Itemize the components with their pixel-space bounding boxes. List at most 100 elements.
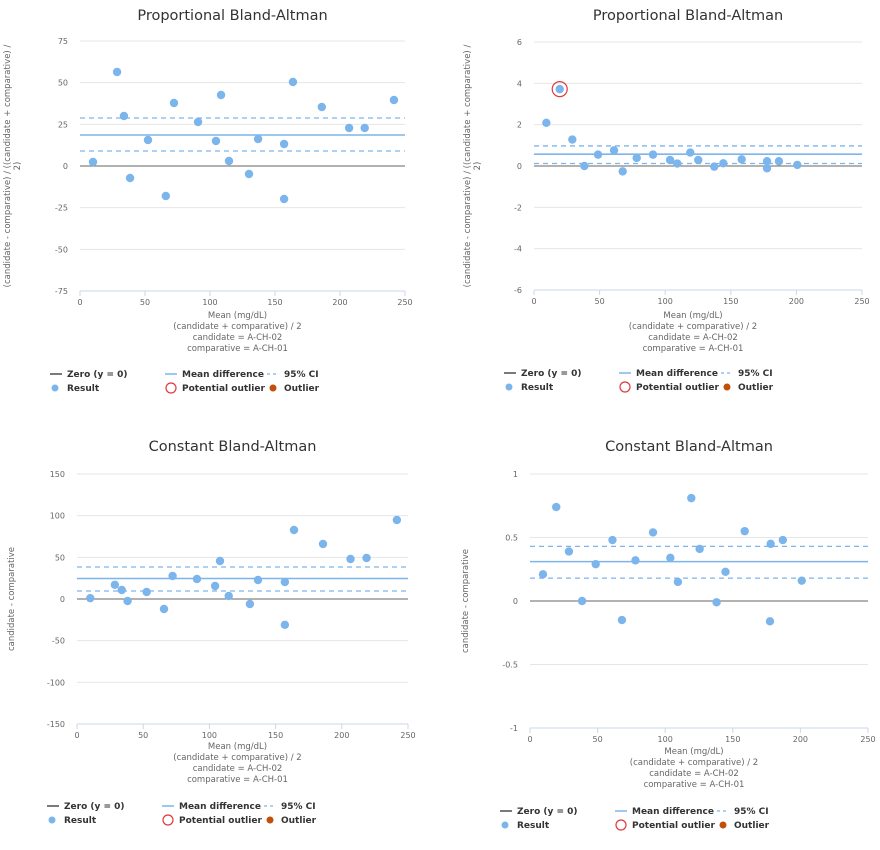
legend-zero-label: Zero (y = 0) [67,370,128,380]
x-tick-label: 50 [595,297,605,306]
legend-outlier-label: Outlier [738,383,774,393]
x-tick-label: 200 [789,297,804,306]
x-axis-label: comparative = A-CH-01 [187,775,288,785]
legend-potential-outlier-icon [615,819,627,831]
y-tick-label: -4 [514,245,522,254]
y-tick-label: -25 [55,204,68,213]
result-point [216,90,226,100]
chart-title: Constant Bland-Altman [149,439,317,455]
x-tick-label: 150 [267,298,282,307]
x-tick-label: 0 [531,297,536,306]
result-point [169,98,179,108]
result-point [648,150,658,159]
result-point [617,615,627,625]
result-point [88,157,98,167]
result-point [740,526,749,536]
result-point [119,111,129,121]
result-point [318,539,328,549]
legend-mean-label: Mean difference [179,802,261,812]
x-tick-label: 100 [658,297,673,306]
result-point [344,123,354,133]
y-tick-label: -50 [52,637,65,646]
result-point [279,194,289,204]
result-point [762,157,772,166]
y-tick-label: 0 [517,162,522,171]
result-point [123,596,132,606]
x-axis-label: (candidate + comparative) / 2 [629,322,757,332]
result-point [555,84,564,94]
result-point [631,556,640,565]
x-tick-label: 150 [268,731,283,740]
result-point [192,574,202,584]
legend-result-label: Result [64,816,97,826]
result-point [346,554,355,564]
result-point [666,553,675,563]
x-tick-label: 250 [860,735,875,744]
y-tick-label: 100 [50,512,65,521]
legend-zero-label: Zero (y = 0) [517,807,578,817]
y-tick-label: -75 [55,287,68,296]
legend-ci-label: 95% CI [734,807,769,817]
legend-result-icon [505,383,513,391]
result-point [712,598,721,607]
result-point [143,135,153,145]
legend-result-label: Result [521,383,554,393]
y-axis-label: 2) [473,162,483,171]
result-point [673,577,683,587]
result-point [142,587,151,597]
legend-potential-outlier-label: Potential outlier [632,821,715,831]
result-point [687,493,696,503]
legend-outlier-icon [266,816,274,824]
legend-potential-outlier-label: Potential outlier [179,816,262,826]
legend-potential-outlier-icon [162,814,174,826]
result-point [360,123,369,133]
result-point [193,117,203,127]
result-point [591,559,600,569]
y-tick-label: -50 [55,245,68,254]
y-tick-label: 25 [58,120,68,129]
y-tick-label: 2 [517,121,522,130]
x-axis-label: candidate = A-CH-02 [193,764,283,774]
result-point [695,544,704,554]
result-point [778,535,788,545]
result-point [737,155,746,164]
x-tick-label: 50 [140,298,150,307]
result-point [288,77,298,87]
result-point [112,67,122,77]
y-tick-label: 4 [517,79,522,88]
x-axis-label: candidate = A-CH-02 [648,333,738,343]
result-point [317,102,326,112]
result-point [593,150,603,159]
result-point [159,604,169,614]
chart-panel-constant-2: Constant Bland-Altman -1 -0.5 0 0.5 1 0 50 100 15… [440,430,880,850]
result-point [765,617,775,626]
legend-outlier-label: Outlier [281,816,317,826]
x-tick-label: 200 [793,735,808,744]
result-point [686,148,695,157]
y-tick-label: 0 [60,595,65,604]
result-point [568,135,577,144]
legend-potential-outlier-icon [619,381,631,393]
result-point [774,157,784,166]
legend-ci-label: 95% CI [738,369,773,379]
legend-potential-outlier-icon [165,382,177,394]
chart-svg: Proportional Bland-Altman -6 -4 -2 0 2 4 6 0 50 10… [463,8,870,393]
legend-ci-label: 95% CI [284,370,319,380]
x-tick-label: 150 [723,297,738,306]
legend-mean-label: Mean difference [636,369,718,379]
result-point [253,575,263,585]
x-tick-label: 100 [658,735,673,744]
x-axis-label: (candidate + comparative) / 2 [173,322,301,332]
legend-result-label: Result [517,821,550,831]
y-tick-label: 50 [58,79,68,88]
legend-ci-label: 95% CI [281,802,316,812]
legend-outlier-label: Outlier [734,821,770,831]
legend-potential-outlier-label: Potential outlier [182,384,265,394]
legend-result-icon [51,384,59,392]
legend-result-icon [501,821,509,829]
result-point [542,118,551,128]
x-axis-label: comparative = A-CH-01 [643,344,744,354]
x-axis-label: Mean (mg/dL) [664,747,723,757]
result-point [552,502,561,512]
result-point [389,95,399,105]
